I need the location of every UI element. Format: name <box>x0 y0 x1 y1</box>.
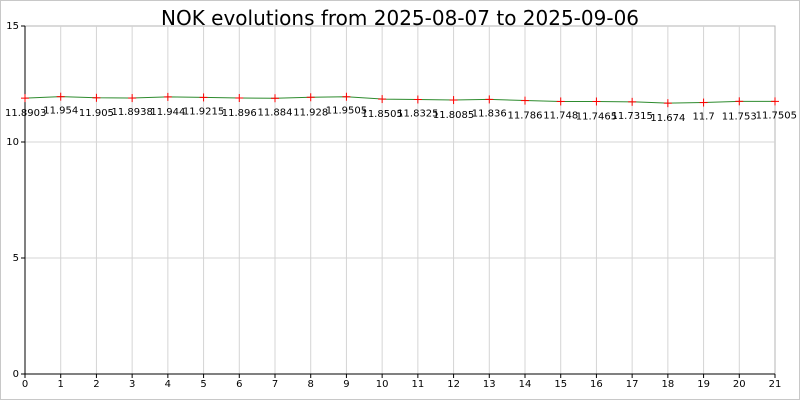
data-point-marker <box>663 99 672 108</box>
data-label: 11.8505 <box>361 109 402 120</box>
data-point-marker <box>271 94 279 103</box>
data-label: 11.8903 <box>5 108 46 119</box>
data-label: 11.896 <box>222 108 257 119</box>
data-label: 11.9215 <box>183 106 224 117</box>
series <box>21 92 779 108</box>
y-tick-label: 0 <box>13 369 19 380</box>
x-tick-label: 5 <box>200 379 206 390</box>
x-tick-label: 20 <box>733 379 746 390</box>
data-point-marker <box>128 94 137 103</box>
data-point-marker <box>449 96 458 105</box>
data-label: 11.7 <box>692 112 714 123</box>
data-label: 11.7465 <box>576 111 617 122</box>
data-label: 11.7315 <box>611 111 652 122</box>
x-tick-label: 0 <box>22 379 28 390</box>
x-tick-label: 7 <box>272 379 278 390</box>
data-point-marker <box>235 94 244 103</box>
data-point-marker <box>342 92 351 101</box>
data-point-marker <box>521 96 529 105</box>
data-point-marker <box>699 98 708 107</box>
data-point-marker <box>56 92 65 101</box>
x-tick-label: 15 <box>554 379 567 390</box>
x-tick-label: 4 <box>165 379 171 390</box>
data-point-marker <box>592 97 601 106</box>
data-label: 11.928 <box>293 107 328 118</box>
data-label: 11.8325 <box>397 108 438 119</box>
data-label: 11.836 <box>472 108 507 119</box>
data-label: 11.7505 <box>756 110 797 121</box>
x-tick-label: 6 <box>236 379 242 390</box>
x-tick-label: 13 <box>483 379 496 390</box>
data-label: 11.884 <box>258 107 293 118</box>
series-line <box>24 96 776 104</box>
data-point-marker <box>628 97 637 106</box>
axes <box>21 25 776 378</box>
x-tick-label: 1 <box>58 379 64 390</box>
x-tick-label: 19 <box>697 379 710 390</box>
data-point-marker <box>556 97 565 106</box>
data-label: 11.9505 <box>326 106 367 117</box>
x-tick-label: 2 <box>93 379 99 390</box>
x-tick-label: 21 <box>769 379 782 390</box>
x-tick-label: 9 <box>343 379 349 390</box>
x-tick-label: 10 <box>376 379 389 390</box>
x-tick-label: 12 <box>447 379 460 390</box>
data-point-marker <box>306 93 315 102</box>
plot-area <box>24 25 776 375</box>
data-label: 11.8085 <box>433 110 474 121</box>
x-tick-label: 11 <box>411 379 424 390</box>
data-point-marker <box>92 93 101 102</box>
data-point-marker <box>771 97 779 106</box>
data-point-marker <box>21 94 29 103</box>
data-label: 11.748 <box>543 110 578 121</box>
x-tick-label: 18 <box>661 379 674 390</box>
data-label: 11.944 <box>150 107 185 118</box>
data-label: 11.674 <box>650 113 685 124</box>
x-tick-label: 3 <box>129 379 135 390</box>
data-label: 11.8938 <box>111 107 152 118</box>
data-label: 11.753 <box>722 111 757 122</box>
data-point-marker <box>378 95 387 104</box>
x-tick-label: 14 <box>519 379 532 390</box>
y-tick-label: 15 <box>6 21 19 32</box>
y-tick-label: 5 <box>13 253 19 264</box>
x-tick-label: 8 <box>308 379 314 390</box>
grid <box>25 26 775 374</box>
data-point-marker <box>199 93 208 102</box>
x-tick-label: 16 <box>590 379 603 390</box>
x-tick-label: 17 <box>626 379 639 390</box>
data-point-marker <box>413 95 422 104</box>
y-tick-label: 10 <box>6 137 19 148</box>
data-point-marker <box>485 95 494 104</box>
data-label: 11.954 <box>43 106 78 117</box>
data-label: 11.905 <box>79 108 114 119</box>
data-point-marker <box>163 92 172 101</box>
data-label: 11.786 <box>508 111 543 122</box>
data-point-marker <box>735 97 744 106</box>
